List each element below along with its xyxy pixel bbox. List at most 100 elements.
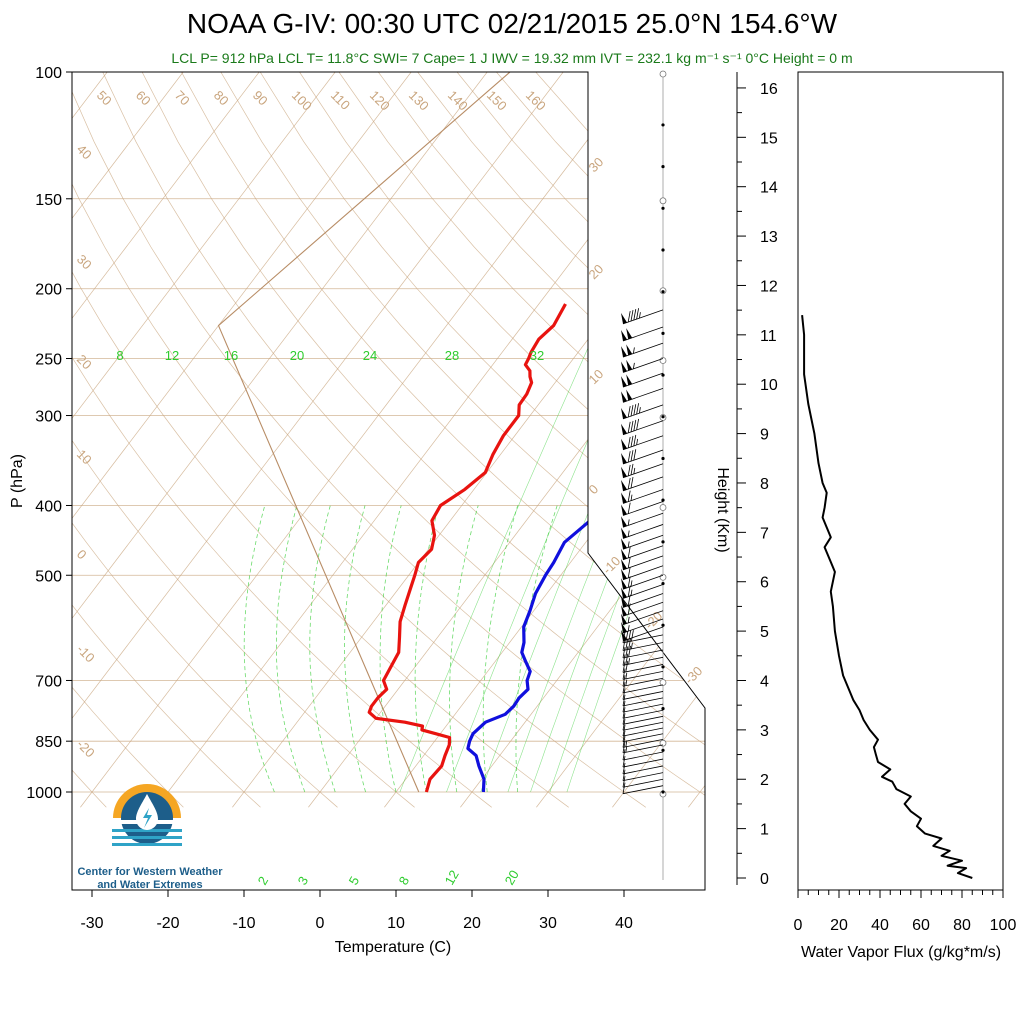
isotherm-line [384,72,705,808]
y-axis-tick-label: 300 [35,409,62,426]
moist-adiabat-line [243,505,275,793]
isotherm-label: 90 [250,88,271,109]
wind-barb-flag [628,645,631,657]
wind-barb [622,534,664,550]
mixing-ratio-label: 12 [165,348,179,363]
wind-barb [622,501,664,516]
wind-height-dot [661,331,665,335]
wind-height-dot [661,456,665,461]
x-axis-tick-label: 20 [463,915,481,932]
moist-adiabat-label: 20 [502,867,522,887]
wind-barb-pennant [621,479,627,491]
wind-height-dot [661,707,665,711]
wind-barb-flag [627,566,631,578]
wind-barb-flag [622,688,626,700]
chart-subtitle: LCL P= 912 hPa LCL T= 11.8°C SWI= 7 Cape… [171,50,853,66]
wind-barb [622,524,664,539]
wind-barb-flag [627,585,631,597]
wind-height-dot [661,540,665,544]
logo-line-1: Center for Western Weather [77,866,223,878]
wind-barb-pennant [621,613,627,625]
wind-barb-pennant [626,344,633,356]
wind-height-dot [661,165,665,169]
y-axis-tick-label: 200 [35,282,62,299]
wind-barb-flag [627,406,631,418]
wind-barb [622,642,664,651]
wind-barb-flag [630,463,634,476]
wind-barb [622,758,664,768]
wind-height-dot [661,123,665,127]
wind-barb-half-flag [627,616,630,623]
wind-barb [622,565,664,581]
wind-barb-half-flag [639,407,641,414]
wind-barb-flag [622,654,626,666]
wind-barb [622,435,664,451]
isotherm-side-label: 20 [74,352,95,373]
dry-adiabat-line [72,72,415,808]
y-axis-tick-label: 400 [35,498,62,515]
isotherm-side-label: 10 [74,447,95,468]
wind-barb [622,785,664,795]
wind-calm-circle [659,573,667,581]
isotherm-line [536,72,705,808]
wind-height-dot [661,623,665,627]
wind-barb-flag [622,639,626,651]
x-axis-tick-label: 30 [539,915,557,932]
y-axis-tick-label: 150 [35,192,62,209]
dry-adiabat-line [72,72,569,808]
wind-barb [622,626,664,642]
x-axis-tick-label: -20 [156,915,179,932]
wind-barb-half-flag [636,438,638,446]
isotherm-side-label: 30 [74,252,95,273]
wind-barb [622,420,664,436]
wind-barb [622,677,664,687]
temperature-profile-line [367,303,567,793]
wind-barb-half-flag [630,589,633,596]
wind-barb [622,751,664,761]
wind-barb-flag [622,762,626,774]
wind-barb-flag [636,418,639,431]
wind-barb-flag [627,557,631,569]
mixing-ratio-line [446,345,629,793]
isotherm-line [460,72,705,808]
wind-barb-half-flag [633,347,635,354]
isotherm-label: 120 [367,88,393,114]
wind-barb-half-flag [631,642,633,649]
wind-barb [622,738,664,748]
x-axis-tick-label: 40 [615,915,633,932]
isotherm-label: 100 [289,88,315,114]
wind-barb [622,684,664,694]
isotherm-side-label: 20 [586,261,607,282]
wind-barb-flag [625,660,629,672]
isotherm-label: 130 [406,88,432,114]
moist-adiabat-line [449,505,479,793]
isotherm-side-label: -20 [74,737,98,761]
mixing-ratio-label: 16 [224,348,238,363]
isotherm-side-label: 10 [586,366,607,387]
wind-barb-flag [622,755,626,768]
isotherm-line [72,72,184,808]
wind-barb-pennant [621,329,627,341]
y-axis-title: P (hPa) [9,454,26,508]
wind-barb-flag [633,309,637,321]
wind-barb-flag [627,490,631,502]
isotherm-label: 80 [211,88,232,109]
wind-barb-pennant [621,438,627,450]
moist-adiabat-line [309,505,336,793]
wind-barb-flag [625,646,629,658]
wind-barb-flag [622,782,626,794]
wind-barb-half-flag [630,580,633,587]
wind-barb-flag [633,434,637,446]
wind-barb [622,601,664,617]
wind-barb-flag [627,477,631,490]
logo-line-2: and Water Extremes [97,879,203,891]
wind-barb-flag [622,646,626,659]
isotherm-line [0,72,31,807]
wind-barb [622,584,664,599]
wind-barb-flag [622,694,626,706]
x-axis-tick-label: -30 [80,915,103,932]
wind-barb-half-flag [627,519,630,526]
wind-barb-flag [636,403,639,415]
dry-adiabat-line [299,72,705,808]
